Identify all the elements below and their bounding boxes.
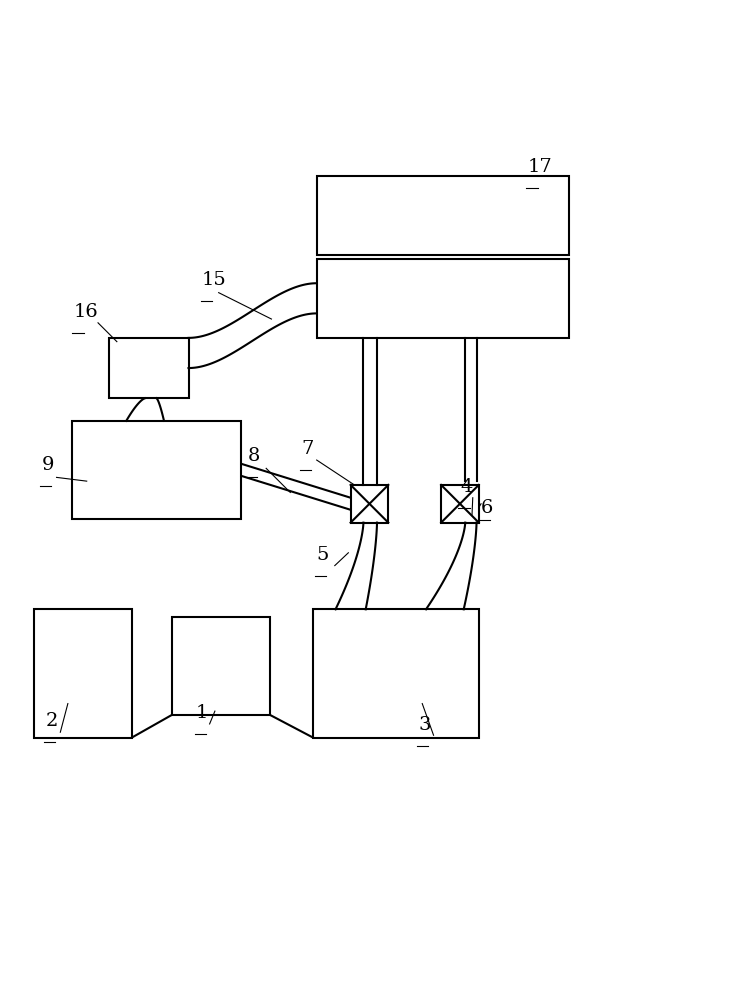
Text: 1: 1 (196, 704, 208, 722)
Bar (34, 609, 132, 738)
Text: 3: 3 (418, 716, 431, 734)
Text: 2: 2 (45, 712, 57, 730)
Text: 8: 8 (247, 447, 259, 465)
Text: 4: 4 (460, 478, 472, 496)
Text: 5: 5 (317, 546, 329, 564)
Text: 17: 17 (528, 158, 553, 176)
Bar (72, 421, 241, 519)
Text: 9: 9 (41, 456, 54, 474)
Bar (109, 338, 188, 398)
Bar (313, 609, 479, 738)
Bar (317, 176, 569, 255)
Bar (172, 617, 270, 715)
Bar (351, 485, 388, 523)
Bar (317, 259, 569, 338)
Bar (441, 485, 479, 523)
Text: 16: 16 (74, 303, 99, 321)
Text: 7: 7 (302, 440, 314, 458)
Text: 6: 6 (480, 499, 492, 517)
Text: 15: 15 (202, 271, 227, 289)
